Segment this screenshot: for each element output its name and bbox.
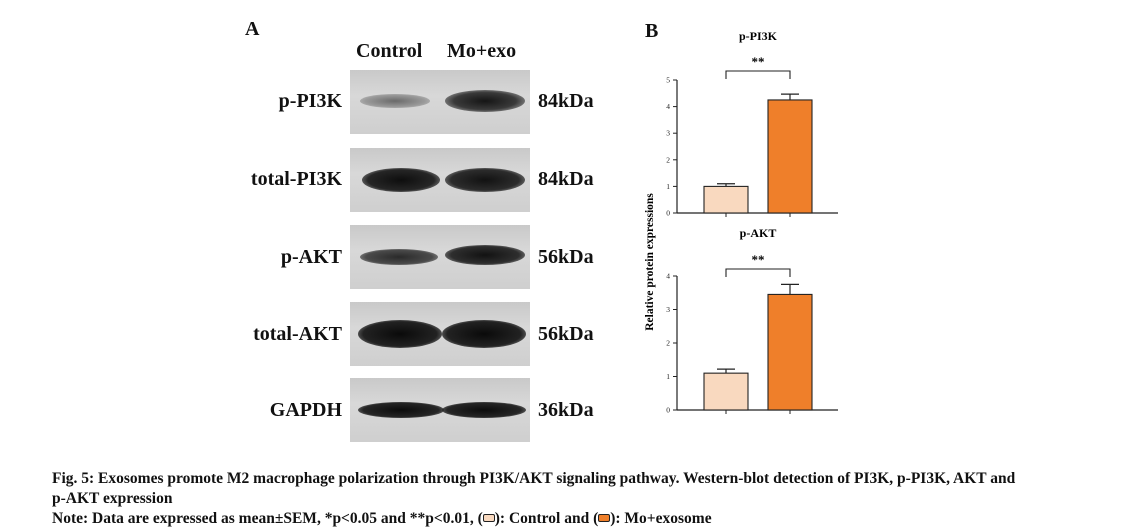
significance-label: ** bbox=[752, 54, 765, 69]
blot-gapdh bbox=[350, 378, 530, 442]
band-control bbox=[358, 320, 442, 348]
y-tick-label: 2 bbox=[666, 339, 670, 348]
bar-control bbox=[703, 185, 749, 214]
mo-exo-swatch bbox=[598, 514, 611, 522]
mw-total-pi3k: 84kDa bbox=[538, 168, 594, 190]
lane-header-mo-exo: Mo+exo bbox=[447, 40, 517, 62]
caption-note: Note: Data are expressed as mean±SEM, *p… bbox=[52, 509, 1122, 529]
row-label-total-pi3k: total-PI3K bbox=[250, 168, 342, 190]
mw-total-akt: 56kDa bbox=[538, 323, 594, 345]
blot-p-akt bbox=[350, 225, 530, 289]
mw-p-akt: 56kDa bbox=[538, 246, 594, 268]
y-tick-label: 0 bbox=[666, 406, 670, 415]
row-label-gapdh: GAPDH bbox=[269, 399, 342, 421]
blot-total-pi3k bbox=[350, 148, 530, 212]
y-axis-label: Relative protein expressions bbox=[644, 193, 656, 331]
row-label-total-akt: total-AKT bbox=[253, 323, 342, 345]
y-tick-label: 2 bbox=[666, 155, 670, 164]
panel-b-letter: B bbox=[645, 20, 659, 42]
row-label-p-pi3k: p-PI3K bbox=[278, 90, 342, 112]
bar-mo-exo bbox=[767, 99, 813, 214]
panel-a-letter: A bbox=[245, 18, 260, 40]
blot-total-akt bbox=[350, 302, 530, 366]
mw-gapdh: 36kDa bbox=[538, 399, 594, 421]
figure-caption: Fig. 5: Exosomes promote M2 macrophage p… bbox=[52, 469, 1122, 529]
significance-label: ** bbox=[752, 252, 765, 267]
caption-line-1: Fig. 5: Exosomes promote M2 macrophage p… bbox=[52, 470, 1016, 487]
y-tick-label: 5 bbox=[666, 76, 670, 85]
significance-bracket bbox=[725, 70, 791, 79]
control-swatch bbox=[482, 514, 495, 522]
band-mo-exo bbox=[445, 245, 525, 265]
band-mo-exo bbox=[445, 90, 525, 112]
mw-p-pi3k: 84kDa bbox=[538, 90, 594, 112]
band-mo-exo bbox=[445, 168, 525, 192]
chart-title: p-AKT bbox=[740, 226, 777, 240]
band-mo-exo bbox=[442, 402, 526, 418]
y-tick-label: 1 bbox=[666, 182, 670, 191]
row-label-p-akt: p-AKT bbox=[280, 246, 342, 268]
y-tick-label: 4 bbox=[666, 272, 670, 281]
band-control bbox=[360, 249, 438, 265]
y-tick-label: 1 bbox=[666, 372, 670, 381]
band-control bbox=[358, 402, 444, 418]
band-control bbox=[362, 168, 440, 192]
note-control: ): Control and ( bbox=[494, 510, 599, 527]
note-prefix: Note: Data are expressed as mean±SEM, *p… bbox=[52, 510, 483, 527]
y-tick-label: 4 bbox=[666, 102, 670, 111]
chart-title: p-PI3K bbox=[739, 29, 778, 43]
caption-line-2: p-AKT expression bbox=[52, 490, 173, 507]
band-mo-exo bbox=[442, 320, 526, 348]
significance-bracket bbox=[725, 268, 791, 277]
y-tick-label: 3 bbox=[666, 305, 670, 314]
bar-charts: Relative protein expressions p-PI3K 0 1 2 3 4… bbox=[644, 29, 838, 415]
bar-control bbox=[703, 372, 749, 411]
blot-p-pi3k bbox=[350, 70, 530, 134]
y-tick-label: 3 bbox=[666, 129, 670, 138]
lane-header-control: Control bbox=[356, 40, 423, 62]
y-tick-label: 0 bbox=[666, 209, 670, 218]
bar-mo-exo bbox=[767, 293, 813, 411]
band-control bbox=[360, 94, 430, 108]
note-exo: ): Mo+exosome bbox=[610, 510, 712, 527]
